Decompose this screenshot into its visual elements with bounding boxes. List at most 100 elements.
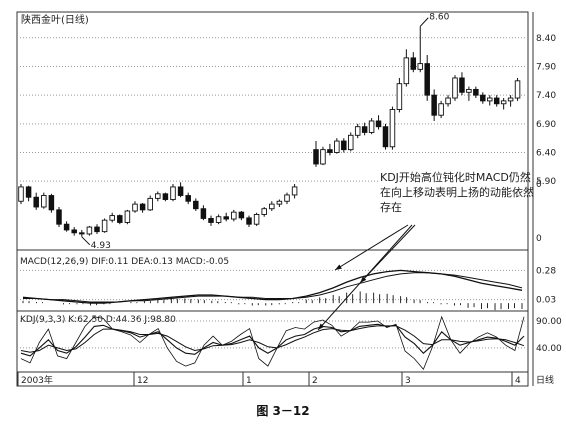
candle-body [139,203,146,211]
candle-body [368,120,375,133]
price-tick-label: 7.90 [536,62,556,72]
annotation-arrowhead [318,323,325,330]
figure-caption: 图 3－12 [256,404,310,418]
candle-body [79,232,85,235]
candle-body [71,229,77,234]
candle-body [334,140,340,153]
candle-body [438,103,444,116]
price-tick-label: 7.40 [536,91,556,101]
candle-body [354,126,361,136]
candle-body [327,149,333,153]
macd-tick-label: 0.28 [536,266,556,276]
candle-body [223,216,229,220]
x-tick-label: 4 [515,376,521,386]
candle-body [63,223,70,231]
candle-body [389,109,396,148]
candle-body [231,211,237,220]
macd-indicator-label: MACD(12,26,9) DIF:0.11 DEA:0.13 MACD:-0.… [20,257,229,267]
candle-body [25,186,32,198]
chart-title: 陕西金叶(日线) [21,13,89,26]
candle-body [215,216,222,223]
annotation-arrow [317,224,413,331]
candle-body [269,203,275,210]
candle-body [480,94,486,102]
candle-body [185,195,191,202]
candle-body [86,226,93,235]
x-tick-label: 日线 [536,374,554,386]
annotation-arrow [334,224,409,271]
price-tick-label: 8.40 [536,34,556,44]
candle-body [403,57,410,85]
candle-body [473,88,479,96]
candle-body [132,203,138,212]
candle-body [396,83,403,110]
candle-body [208,218,214,223]
candle-body [466,88,472,93]
candle-body [41,195,47,208]
candle-body [341,140,347,151]
candle-body [313,149,319,165]
low-leader [81,236,91,246]
candle-body [493,97,500,105]
candle-body [33,196,39,208]
candle-body [147,197,153,211]
candle-body [507,97,514,102]
x-tick-label: 12 [137,376,148,386]
candle-body [445,97,451,105]
x-tick-label: 3 [405,376,411,386]
annotation-text: 存在 [380,200,402,214]
candle-body [162,193,169,200]
candle-body [291,186,298,196]
candle-body [361,126,368,133]
annotation-text: KDJ开始高位钝化时MACD仍然 [380,170,531,184]
candle-body [320,149,326,165]
kdj-series-line [20,315,525,371]
candle-body [348,134,354,151]
price-tick-label: 6.40 [536,149,556,159]
candle-body [94,226,100,233]
annotation-box [378,168,524,224]
price-tick-label: 5.90 [536,177,556,187]
kdj-tick-label: 40.00 [536,344,562,354]
candle-body [56,209,62,225]
kdj-tick-label: 90.00 [536,317,562,327]
price-tick-label: 0 [536,234,542,244]
candle-body [101,219,108,233]
candle-body [193,200,199,210]
candle-body [375,120,382,128]
candle-body [410,57,417,70]
chart-frame [16,11,529,387]
macd-series-line [23,272,523,303]
candle-body [424,63,430,96]
candle-body [177,186,184,196]
x-tick-label: 1 [246,376,252,386]
x-tick-label: 2003年 [21,374,53,386]
price-tick-label: 0 [536,180,542,190]
macd-tick-label: 0.03 [536,296,556,306]
candle-body [452,77,458,99]
candle-body [48,195,55,211]
kdj-indicator-label: KDJ(9,3,3) K:62.50 D:44.36 J:98.80 [20,315,176,325]
candle-body [382,126,389,148]
candle-body [261,208,267,215]
candle-body [170,186,176,200]
candle-body [431,94,437,116]
candle-body [200,208,207,219]
candle-body [276,200,283,205]
candle-body [417,63,424,70]
price-tick-label: 6.90 [536,120,556,130]
x-tick-label: 2 [312,376,318,386]
candle-body [487,97,493,102]
candle-body [459,77,465,93]
candle-body [500,100,507,105]
peak-price-label: 8.60 [429,12,449,22]
peak-leader [419,17,429,27]
annotation-text: 在向上移动表明上扬的动能依然 [380,185,534,199]
candle-body [124,210,131,223]
kdj-series-line [20,325,525,353]
candle-body [238,211,245,219]
candle-body [514,80,521,99]
annotation-arrowhead [335,264,342,270]
